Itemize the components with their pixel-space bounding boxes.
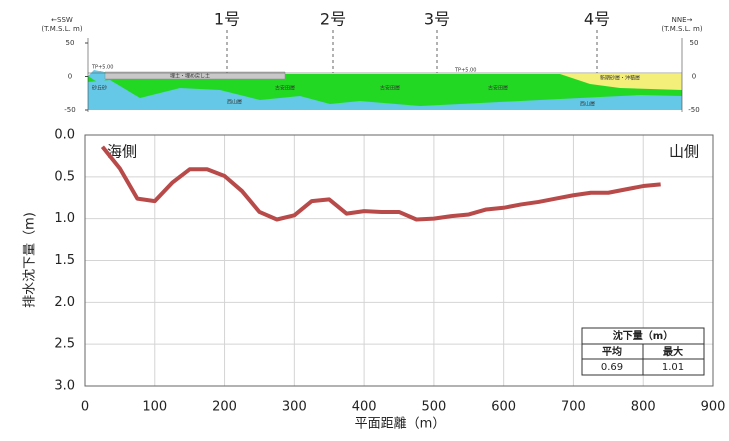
section-tick-label: 0 bbox=[692, 73, 696, 81]
layer-label: 西山層 bbox=[227, 99, 242, 106]
y-tick-label: 0.5 bbox=[54, 169, 75, 184]
layer-label: 西山層 bbox=[580, 101, 595, 108]
layer-label: 砂丘砂 bbox=[92, 85, 107, 92]
y-axis-label: 排水沈下量（m) bbox=[23, 212, 38, 308]
layer-nishiyama bbox=[88, 80, 682, 110]
x-tick-label: 700 bbox=[561, 400, 586, 415]
table-title: 沈下量（m） bbox=[613, 329, 673, 342]
annotation: 海側 bbox=[107, 143, 137, 161]
station-label: 4号 bbox=[584, 10, 610, 29]
table-header: 平均 bbox=[602, 345, 622, 358]
x-tick-label: 600 bbox=[491, 400, 516, 415]
x-tick-label: 0 bbox=[81, 400, 89, 415]
layer-label: 古安田層 bbox=[488, 85, 508, 92]
layer-label: 新期砂層・沖積層 bbox=[600, 75, 640, 82]
y-tick-label: 0.0 bbox=[54, 128, 75, 143]
direction-label: NNE→ bbox=[672, 16, 693, 24]
section-tick-label: 50 bbox=[66, 39, 75, 47]
table-cell: 1.01 bbox=[662, 362, 684, 373]
y-tick-label: 1.0 bbox=[54, 211, 75, 226]
layer-label: 古安田層 bbox=[275, 85, 295, 92]
station-label: 2号 bbox=[320, 10, 346, 29]
summary-table: 沈下量（m） 平均 最大 0.69 1.01 bbox=[581, 327, 705, 376]
section-tick-label: 0 bbox=[68, 73, 72, 81]
section-tick-label: -50 bbox=[688, 106, 699, 114]
x-tick-label: 800 bbox=[631, 400, 656, 415]
layer-dune bbox=[88, 70, 110, 84]
x-tick-label: 200 bbox=[212, 400, 237, 415]
unit-label: (T.M.S.L. m) bbox=[41, 25, 83, 33]
x-tick-label: 100 bbox=[142, 400, 167, 415]
section-tick-label: -50 bbox=[64, 106, 75, 114]
station-label: 3号 bbox=[424, 10, 450, 29]
unit-label: (T.M.S.L. m) bbox=[661, 25, 703, 33]
y-tick-label: 3.0 bbox=[54, 379, 75, 394]
station-label: 1号 bbox=[214, 10, 240, 29]
annotation: 山側 bbox=[669, 143, 699, 161]
layer-label: 古安田層 bbox=[380, 85, 400, 92]
x-tick-label: 900 bbox=[701, 400, 726, 415]
plot-frame bbox=[84, 134, 714, 387]
layer-alluvium bbox=[560, 74, 682, 90]
y-tick-label: 1.5 bbox=[54, 253, 75, 268]
table-header: 最大 bbox=[663, 345, 683, 358]
layer-label: TP+5.00 bbox=[454, 68, 476, 74]
section-tick-label: 50 bbox=[690, 39, 699, 47]
x-tick-label: 300 bbox=[282, 400, 307, 415]
x-tick-label: 500 bbox=[421, 400, 446, 415]
y-tick-label: 2.5 bbox=[54, 337, 75, 352]
layer-fill bbox=[104, 71, 286, 80]
y-tick-label: 2.0 bbox=[54, 295, 75, 310]
layer-label: 埋土・埋め戻し土 bbox=[170, 73, 210, 80]
table-cell: 0.69 bbox=[601, 362, 623, 373]
x-axis-label: 平面距離（m） bbox=[355, 417, 446, 432]
cross-section: 1号 2号 3号 4号 ←SSW (T.M.S.L. m) NNE→ (T.M.… bbox=[41, 10, 703, 112]
direction-label: ←SSW bbox=[51, 16, 73, 24]
x-tick-label: 400 bbox=[352, 400, 377, 415]
data-line bbox=[100, 145, 661, 222]
layer-label: TP+5.00 bbox=[91, 65, 113, 71]
